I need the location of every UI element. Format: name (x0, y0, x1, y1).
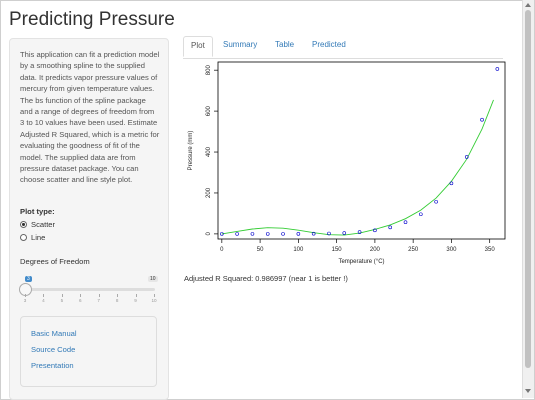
data-point (281, 232, 285, 236)
slider-tick-label: 7 (97, 298, 100, 303)
plot-frame (217, 61, 506, 240)
data-point (357, 230, 362, 234)
scroll-up-icon[interactable] (525, 3, 531, 7)
slider-tick (135, 294, 137, 297)
x-tick-label: 200 (370, 247, 381, 253)
radio-line[interactable]: Line (20, 233, 45, 242)
data-point (250, 232, 255, 236)
slider-tick (25, 294, 26, 297)
slider-min-badge: 3 (25, 276, 32, 282)
data-point (342, 231, 347, 235)
data-point (419, 212, 423, 217)
slider-tick (43, 294, 45, 297)
radio-scatter[interactable]: Scatter (20, 220, 55, 229)
slider-tick (98, 294, 100, 297)
slider-tick-label: 9 (134, 298, 137, 303)
data-point (311, 231, 316, 236)
data-point (220, 232, 224, 236)
tab-predicted[interactable]: Predicted (312, 40, 346, 49)
link-basic-manual[interactable]: Basic Manual (31, 329, 77, 338)
y-tick-label: 600 (206, 105, 212, 116)
slider-tick-label: 4 (42, 298, 45, 303)
app-description: This application can fit a prediction mo… (20, 50, 160, 185)
radio-line-dot[interactable] (20, 234, 27, 241)
data-point (235, 232, 239, 236)
slider-tick-label: 10 (151, 298, 157, 303)
slider-tick (154, 294, 155, 297)
plot-type-label: Plot type: (20, 207, 55, 216)
slider-tick-label: 8 (115, 298, 119, 303)
data-point (403, 220, 408, 225)
data-point (464, 155, 469, 159)
radio-scatter-dot[interactable] (20, 221, 27, 228)
x-axis-label: Temperature (°C) (338, 259, 384, 265)
dof-label: Degrees of Freedom (20, 257, 90, 266)
tab-plot[interactable]: Plot (183, 36, 213, 57)
y-tick-label: 400 (206, 146, 212, 157)
x-tick-label: 250 (408, 247, 419, 253)
page-title: Predicting Pressure (9, 9, 175, 30)
x-tick-label: 150 (332, 247, 343, 253)
tab-table[interactable]: Table (275, 40, 295, 49)
scrollbar-thumb[interactable] (525, 10, 531, 368)
data-point (373, 228, 377, 233)
slider-tick (80, 294, 82, 297)
dof-slider-track[interactable] (24, 288, 155, 291)
slider-tick-label: 6 (79, 298, 82, 303)
scroll-down-icon[interactable] (525, 389, 531, 393)
y-tick-label: 0 (206, 232, 212, 236)
x-tick-label: 300 (446, 247, 457, 253)
adjusted-r-squared-text: Adjusted R Squared: 0.986997 (near 1 is … (184, 274, 348, 283)
data-point (495, 67, 500, 71)
data-point (327, 231, 331, 236)
radio-scatter-label: Scatter (31, 220, 56, 229)
x-tick-label: 0 (220, 247, 224, 253)
dof-slider-ticks: 3 4 5 6 7 8 9 10 (23, 294, 157, 308)
slider-tick (61, 294, 63, 297)
spline-fit-line (221, 99, 494, 236)
x-tick-label: 50 (257, 247, 264, 253)
slider-tick-label: 3 (23, 298, 27, 303)
x-tick-label: 100 (293, 247, 304, 253)
slider-tick-label: 5 (60, 298, 64, 303)
slider-tick (117, 294, 119, 297)
pressure-plot: 0 50 100 150 200 250 300 350 0 200 400 600 800 Temper… (188, 61, 506, 265)
links-panel: Basic Manual Source Code Presentation (20, 316, 157, 387)
x-tick-label: 350 (485, 247, 496, 253)
y-tick-label: 200 (206, 187, 212, 198)
y-tick-label: 800 (206, 65, 212, 76)
data-point (434, 199, 438, 204)
data-point (480, 117, 484, 122)
link-source-code[interactable]: Source Code (31, 345, 76, 354)
data-point (449, 181, 454, 186)
slider-max-badge: 10 (148, 276, 158, 282)
page-scrollbar[interactable] (522, 0, 534, 398)
data-point (265, 232, 270, 236)
sidebar-panel: This application can fit a prediction mo… (9, 38, 169, 400)
tab-bar: Plot Summary Table Predicted (183, 36, 503, 59)
tab-summary[interactable]: Summary (223, 40, 258, 49)
radio-line-label: Line (31, 233, 46, 242)
y-axis-label: Pressure (mm) (188, 131, 194, 171)
data-point (296, 232, 301, 236)
link-presentation[interactable]: Presentation (31, 361, 74, 370)
data-point (388, 225, 392, 230)
